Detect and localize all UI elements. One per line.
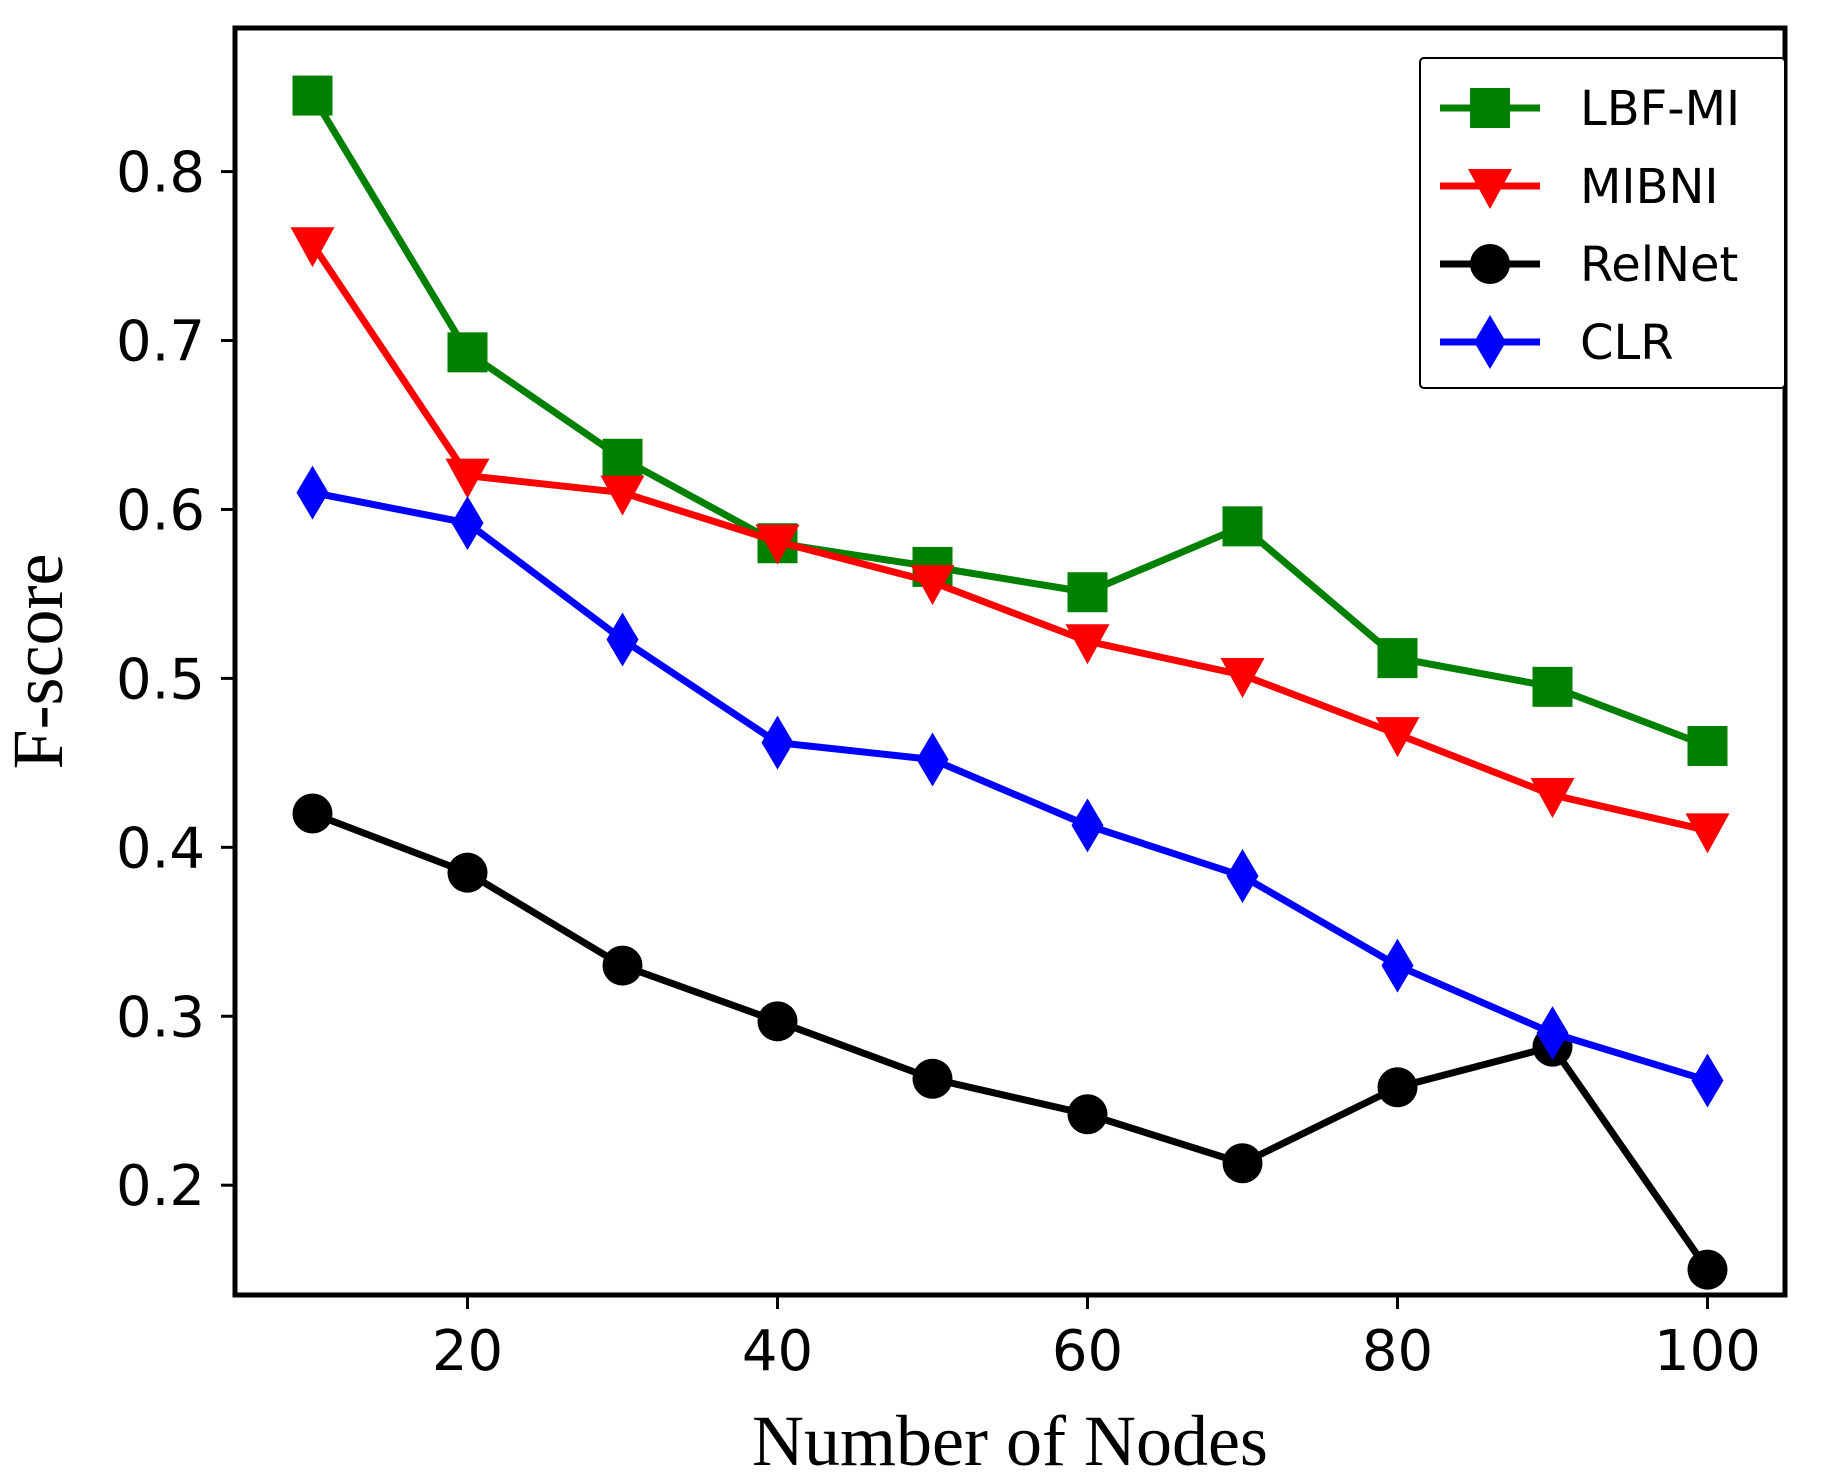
series-line-lbf-mi — [309, 92, 1711, 750]
data-point-clr — [1381, 938, 1414, 993]
data-point-clr — [606, 612, 639, 667]
data-point-mibni — [755, 524, 800, 565]
data-point-clr — [1071, 798, 1104, 853]
series-lbf-mi — [292, 75, 1728, 766]
x-tick-label: 20 — [432, 1319, 503, 1384]
data-point-lbf-mi — [447, 332, 488, 373]
y-tick-label: 0.5 — [116, 647, 205, 712]
data-point-lbf-mi — [1067, 572, 1108, 613]
legend-label-relnet: RelNet — [1580, 237, 1738, 293]
legend-marker-clr — [1474, 315, 1506, 369]
data-point-clr — [1226, 849, 1259, 904]
series-layer — [290, 75, 1730, 1290]
y-tick-label: 0.8 — [116, 141, 205, 206]
data-point-mibni — [1220, 658, 1265, 699]
data-point-mibni — [1375, 717, 1420, 758]
ticks-layer: 20 40 60 80 100 0.2 0.3 0.4 0.5 0.6 0.7 0.8 — [116, 141, 1761, 1384]
data-point-relnet — [1687, 1249, 1728, 1290]
data-point-lbf-mi — [292, 75, 333, 116]
legend-marker-lbf-mi — [1470, 88, 1510, 128]
legend-frame — [1419, 57, 1786, 389]
y-tick-label: 0.7 — [116, 310, 205, 375]
series-line-clr — [309, 489, 1711, 1084]
x-tick-label: 60 — [1052, 1319, 1123, 1384]
series-clr — [296, 465, 1724, 1108]
data-point-clr — [1691, 1053, 1724, 1108]
x-tick-label: 100 — [1654, 1319, 1761, 1384]
data-point-mibni — [600, 475, 645, 516]
data-point-relnet — [1222, 1143, 1263, 1184]
y-tick-label: 0.4 — [116, 816, 205, 881]
legend-marker-mibni — [1468, 169, 1512, 209]
plot-frame — [232, 25, 1788, 1298]
data-point-lbf-mi — [1532, 666, 1573, 707]
legend-label-mibni: MIBNI — [1580, 159, 1719, 215]
data-point-lbf-mi — [602, 438, 643, 479]
data-point-relnet — [447, 852, 488, 893]
data-point-relnet — [1067, 1094, 1108, 1135]
data-point-relnet — [292, 793, 333, 834]
data-point-clr — [296, 465, 329, 520]
data-point-clr — [1536, 1006, 1569, 1061]
data-point-lbf-mi — [1377, 638, 1418, 679]
legend-entry-lbf-mi: LBF-MI — [1440, 81, 1740, 137]
legend-label-clr: CLR — [1580, 315, 1674, 371]
series-mibni — [290, 227, 1730, 854]
x-tick-label: 80 — [1362, 1319, 1433, 1384]
data-point-lbf-mi — [1222, 506, 1263, 547]
series-line-relnet — [309, 810, 1711, 1274]
legend-entry-relnet: RelNet — [1440, 237, 1738, 293]
series-line-mibni — [309, 240, 1711, 834]
legend: LBF-MI MIBNI RelNet CLR — [1419, 57, 1786, 389]
legend-entries: LBF-MI MIBNI RelNet CLR — [1440, 81, 1740, 371]
data-point-relnet — [1377, 1067, 1418, 1108]
y-tick-label: 0.2 — [116, 1154, 205, 1219]
legend-entry-clr: CLR — [1440, 315, 1674, 371]
x-axis-title: Number of Nodes — [752, 1401, 1268, 1479]
data-point-relnet — [912, 1058, 953, 1099]
y-tick-label: 0.3 — [116, 985, 205, 1050]
data-point-mibni — [1685, 813, 1730, 854]
data-point-mibni — [445, 458, 490, 499]
data-point-mibni — [910, 565, 955, 606]
x-tick-label: 40 — [742, 1319, 813, 1384]
y-tick-label: 0.6 — [116, 478, 205, 543]
data-point-mibni — [1530, 777, 1575, 818]
data-point-lbf-mi — [1687, 725, 1728, 766]
legend-marker-relnet — [1470, 244, 1510, 284]
data-point-mibni — [1065, 624, 1110, 665]
y-axis-title: F-score — [0, 554, 78, 770]
data-point-clr — [761, 715, 794, 770]
data-point-clr — [916, 732, 949, 787]
data-point-relnet — [757, 1001, 798, 1042]
data-point-mibni — [290, 227, 335, 268]
legend-entry-mibni: MIBNI — [1440, 159, 1719, 215]
data-point-relnet — [602, 945, 643, 986]
legend-label-lbf-mi: LBF-MI — [1580, 81, 1740, 137]
data-point-clr — [451, 495, 484, 550]
